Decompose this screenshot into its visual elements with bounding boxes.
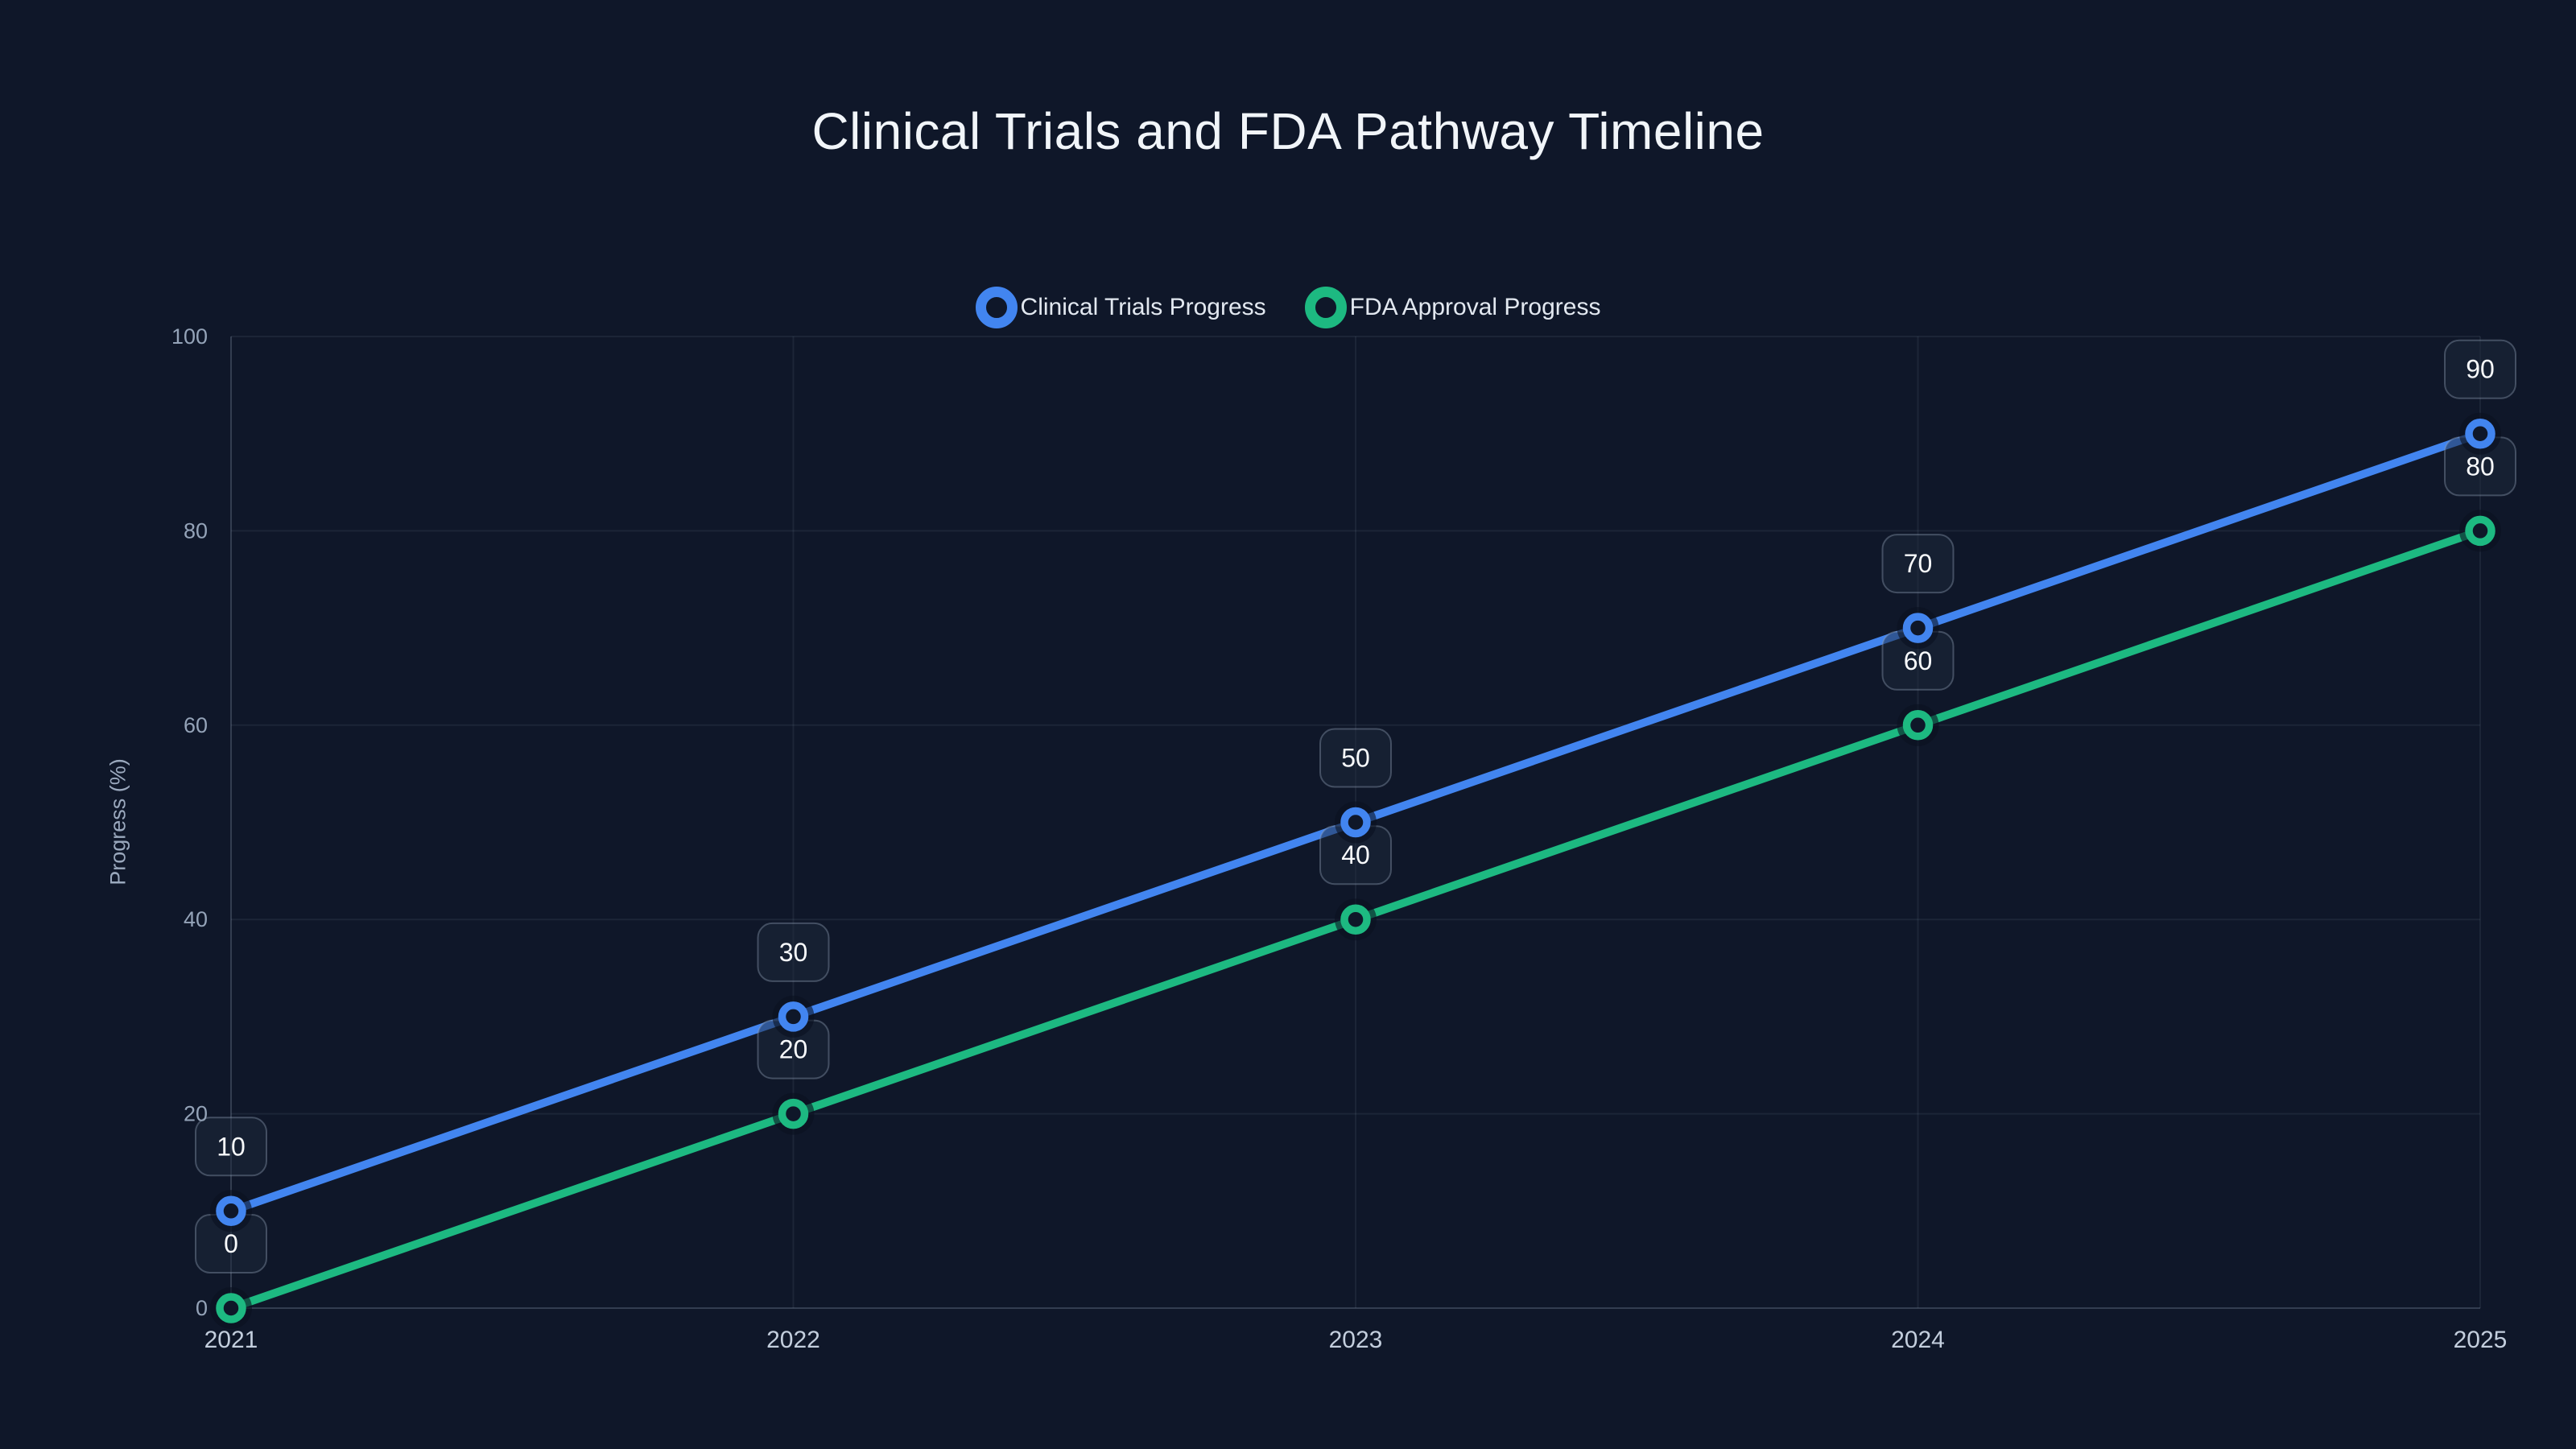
- legend-item-clinical-trials[interactable]: Clinical Trials Progress: [975, 287, 1266, 328]
- data-point-marker-clinical-trials-progress-2023[interactable]: [1340, 807, 1371, 838]
- x-tick-label-2023: 2023: [1329, 1327, 1383, 1353]
- point-label-value-fda-approval-progress-2023: 40: [1341, 840, 1370, 869]
- point-label-value-clinical-trials-progress-2024: 70: [1904, 549, 1933, 578]
- data-point-marker-fda-approval-progress-2021[interactable]: [216, 1293, 246, 1323]
- data-point-marker-fda-approval-progress-2024[interactable]: [1902, 710, 1934, 741]
- x-tick-label-2024: 2024: [1891, 1327, 1945, 1353]
- y-tick-label-60: 60: [184, 713, 208, 737]
- legend-item-fda-approval[interactable]: FDA Approval Progress: [1304, 287, 1601, 328]
- point-label-value-fda-approval-progress-2022: 20: [779, 1035, 808, 1064]
- data-point-marker-fda-approval-progress-2025[interactable]: [2465, 515, 2496, 547]
- point-label-value-clinical-trials-progress-2025: 90: [2466, 355, 2495, 384]
- point-label-box-clinical-trials-progress-2021: [195, 1117, 267, 1177]
- point-label-value-fda-approval-progress-2021: 0: [224, 1229, 238, 1258]
- chart-title: Clinical Trials and FDA Pathway Timeline: [811, 102, 1765, 160]
- data-point-marker-clinical-trials-progress-2025[interactable]: [2465, 418, 2496, 449]
- point-label-box-clinical-trials-progress-2025: [2444, 339, 2516, 399]
- x-tick-label-2025: 2025: [2454, 1327, 2508, 1353]
- y-tick-label-0: 0: [196, 1296, 208, 1320]
- y-tick-label-40: 40: [184, 907, 208, 931]
- point-label-value-fda-approval-progress-2024: 60: [1904, 646, 1933, 675]
- point-label-value-fda-approval-progress-2025: 80: [2466, 452, 2495, 481]
- legend-label-clinical-trials: Clinical Trials Progress: [1020, 294, 1266, 320]
- y-tick-label-80: 80: [184, 518, 208, 543]
- data-point-marker-clinical-trials-progress-2022[interactable]: [778, 1001, 809, 1032]
- x-tick-label-2022: 2022: [766, 1327, 820, 1353]
- x-tick-label-2021: 2021: [204, 1327, 258, 1353]
- data-point-marker-clinical-trials-progress-2024[interactable]: [1902, 613, 1934, 643]
- y-tick-label-20: 20: [184, 1102, 208, 1126]
- point-labels: 10 30 50 70 90 0 20 40 60 80: [195, 339, 2516, 1274]
- clinical-trials-legend-ring-icon: [975, 287, 1018, 328]
- point-label-box-clinical-trials-progress-2022: [757, 922, 830, 982]
- point-label-box-clinical-trials-progress-2023: [1319, 728, 1392, 788]
- data-point-marker-clinical-trials-progress-2021[interactable]: [216, 1195, 246, 1227]
- data-point-marker-fda-approval-progress-2022[interactable]: [778, 1098, 809, 1129]
- data-points: [210, 412, 2501, 1329]
- y-tick-label-100: 100: [171, 324, 208, 349]
- legend: Clinical Trials Progress FDA Approval Pr…: [0, 287, 2576, 328]
- point-label-box-clinical-trials-progress-2024: [1881, 534, 1955, 594]
- point-label-value-clinical-trials-progress-2022: 30: [779, 938, 808, 967]
- data-point-marker-fda-approval-progress-2023[interactable]: [1340, 904, 1371, 935]
- legend-label-fda-approval: FDA Approval Progress: [1349, 294, 1601, 320]
- point-label-value-clinical-trials-progress-2023: 50: [1341, 744, 1370, 773]
- point-label-value-clinical-trials-progress-2021: 10: [217, 1132, 246, 1161]
